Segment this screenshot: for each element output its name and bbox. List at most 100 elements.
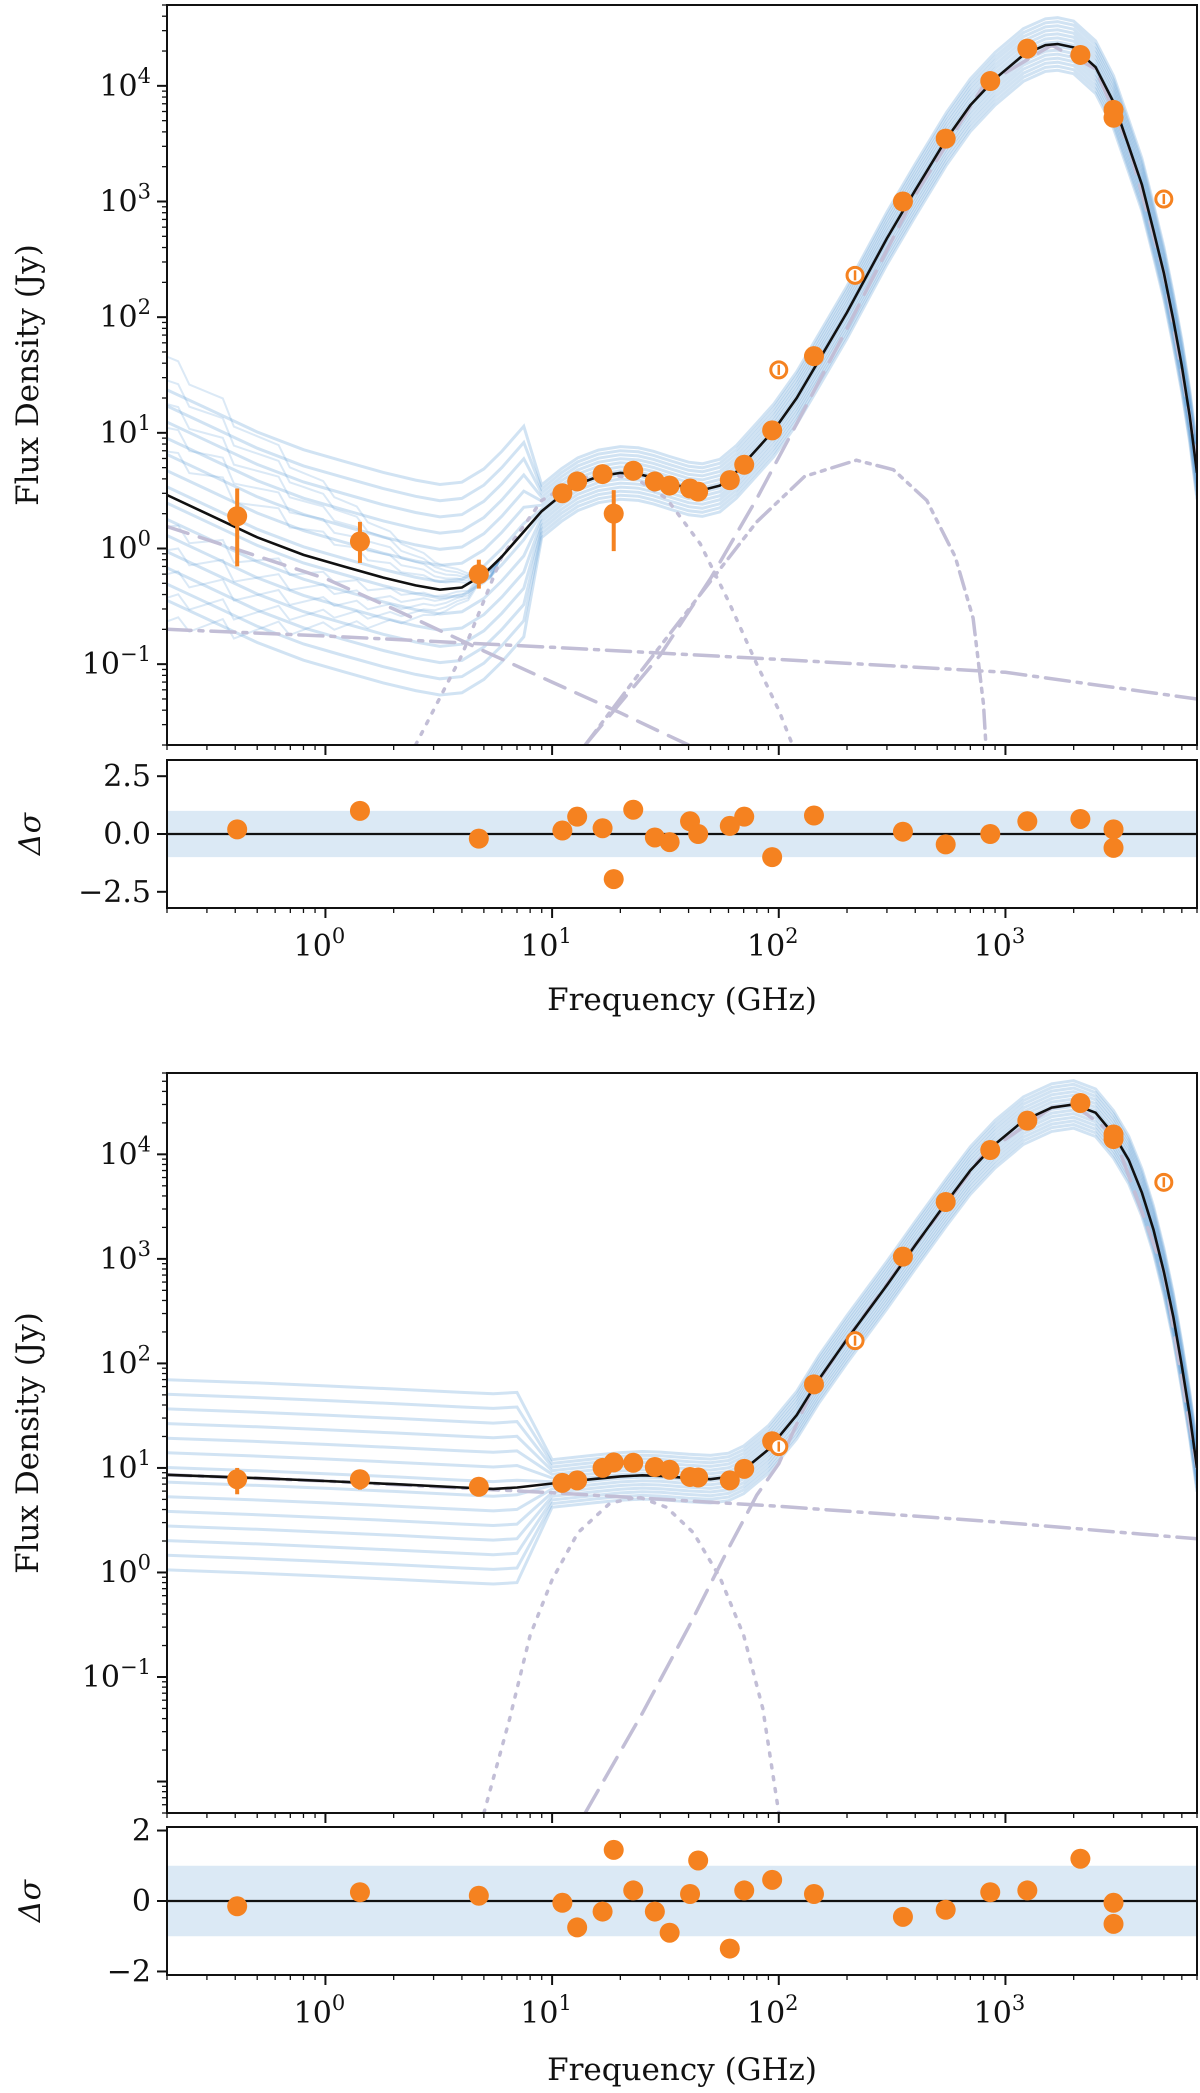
data-point [623,1452,644,1473]
x-axis: 100 101 102 103 [166,908,1198,964]
residual-point [1103,1913,1124,1934]
residual-point [734,806,755,827]
data-point [734,454,755,475]
residual-point [935,834,956,855]
data-point [980,1140,1001,1161]
data-point [892,191,913,212]
posterior-sample-line [167,56,1197,648]
y-tick-label: 10−1 [82,642,151,682]
data-point [688,481,709,502]
posterior-sample-line [167,556,503,640]
residual-tick-label: 0 [132,1884,151,1919]
x-axis: 100 101 102 103 [166,1975,1198,2031]
y-tick-label: 103 [99,180,151,220]
residual-point [603,869,624,890]
x-axis-main [166,1813,1198,1823]
x-tick-label: 101 [520,1991,572,2031]
posterior-sample-line [167,64,1197,681]
residual-point [688,824,709,844]
y-tick-label: 104 [99,1132,151,1172]
posterior-sample-line [167,1104,1197,1498]
data-point [1103,1129,1124,1150]
residual-axis-label: Δσ [13,1878,48,1923]
data-point [227,506,248,527]
data-point [1103,107,1124,128]
data-point [892,1246,913,1267]
residual-point [688,1850,709,1871]
posterior-sample-line [167,24,1197,519]
residual-y-axis: −2 0 2 [107,1814,167,1989]
y-axis-label: Flux Density (Jy) [10,244,46,506]
data-point [1070,44,1091,65]
component-dust-dashed [583,1102,1197,1813]
data-point [980,71,1001,92]
posterior-sample-line [167,1082,1197,1465]
posterior-sample-line [167,32,1197,551]
posterior-sample-line [167,556,503,622]
posterior-sample-line [167,450,503,585]
data-point [603,503,624,524]
x-tick-label: 103 [974,1991,1026,2031]
data-point [659,1459,680,1480]
residual-y-axis: −2.5 0.0 2.5 [78,759,167,910]
bottom-main-plot: 10−1 100 101 102 103 104 Flux Density (Jy) [10,1072,1198,1823]
data-point [623,460,644,481]
x-tick-label: 102 [747,924,799,964]
residual-point [592,818,613,839]
y-tick-label: 100 [99,526,151,566]
residual-point [227,1896,248,1917]
x-axis-main [166,745,1198,755]
posterior-sample-line [167,1115,1197,1542]
x-tick-label: 102 [747,1991,799,2031]
data-point [468,1476,489,1497]
data-point [935,1192,956,1213]
posterior-sample-line [167,1093,1197,1476]
residual-tick-label: 2.5 [103,759,151,794]
residual-point [1103,819,1124,840]
residual-point [468,1885,489,1906]
residual-point [762,847,783,868]
main-axes-frame [166,4,1198,746]
posterior-sample-line [167,52,1197,632]
posterior-sample-line [167,1097,1197,1480]
y-tick-label: 101 [99,411,151,451]
main-axes-frame [166,1072,1198,1814]
posterior-sample-line [167,16,1197,488]
residual-point [892,1906,913,1927]
bottom-residual-plot: −2 0 2 Δσ 100 101 102 103 Frequency (GHz) [13,1814,1198,2088]
posterior-sample-line [167,1101,1197,1484]
residual-point [349,1882,370,1903]
x-tick-label: 100 [294,924,346,964]
data-point [567,1470,588,1491]
residual-point [803,805,824,826]
residual-point [892,821,913,842]
data-point [719,470,740,491]
residual-point [623,1880,644,1901]
y-axis-label: Flux Density (Jy) [10,1312,46,1574]
posterior-sample-line [167,1079,1197,1462]
component-synchrotron-dashed [167,524,691,745]
data-point [1070,1092,1091,1113]
component-freefree-dashdot [167,627,1197,701]
residual-point [1017,1880,1038,1901]
posterior-sample-line [167,1108,1197,1513]
residual-point [644,1901,665,1922]
posterior-sample-line [167,44,1197,600]
residual-point [552,820,573,841]
residual-point [468,828,489,849]
residual-tick-label: −2 [107,1954,151,1989]
posterior-sample-line [167,20,1197,503]
residual-point [1070,1848,1091,1869]
y-tick-label: 104 [99,64,151,104]
data-point [762,420,783,441]
residual-point [719,1938,740,1959]
top-main-plot: 10−1 100 101 102 103 104 Flux Density (Jy) [10,4,1198,755]
data-point [349,531,370,552]
residual-area [167,799,1197,890]
component-ame-dotted [482,1494,781,1813]
posterior-sample-line [167,48,1197,616]
y-tick-label: 100 [99,1550,151,1590]
data-point [349,1469,370,1490]
plot-area [167,16,1197,745]
